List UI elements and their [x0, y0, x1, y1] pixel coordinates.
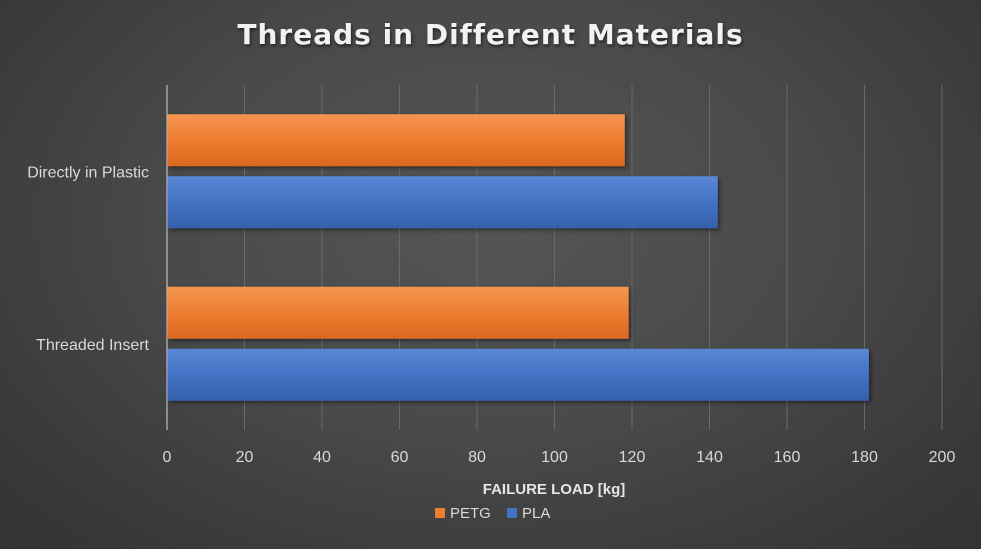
bar-pla-1 [167, 348, 869, 401]
x-tick-label: 80 [468, 449, 486, 466]
category-label: Threaded Insert [36, 337, 150, 354]
bar-pla-0 [167, 176, 718, 229]
axis-labels: 0 20 40 60 80 100 120 140 160 180 200 Directly in P… [27, 164, 955, 466]
legend-label-pla: PLA [522, 505, 550, 522]
x-tick-label: 120 [619, 449, 646, 466]
legend-label-petg: PETG [450, 505, 491, 522]
category-label: Directly in Plastic [27, 164, 149, 181]
bars [167, 114, 869, 401]
bar-petg-1 [167, 286, 629, 339]
x-tick-label: 0 [163, 449, 172, 466]
x-tick-label: 20 [236, 449, 254, 466]
chart-title: Threads in Different Materials [237, 18, 744, 51]
x-axis-title: FAILURE LOAD [kg] [483, 481, 626, 498]
x-tick-label: 180 [851, 449, 878, 466]
bar-petg-0 [167, 114, 625, 167]
legend-swatch-pla [507, 508, 517, 518]
x-tick-label: 160 [774, 449, 801, 466]
legend: PETG PLA [435, 505, 550, 522]
legend-swatch-petg [435, 508, 445, 518]
x-tick-label: 40 [313, 449, 331, 466]
x-tick-label: 140 [696, 449, 723, 466]
x-tick-label: 100 [541, 449, 568, 466]
x-tick-label: 60 [391, 449, 409, 466]
x-tick-label: 200 [929, 449, 956, 466]
